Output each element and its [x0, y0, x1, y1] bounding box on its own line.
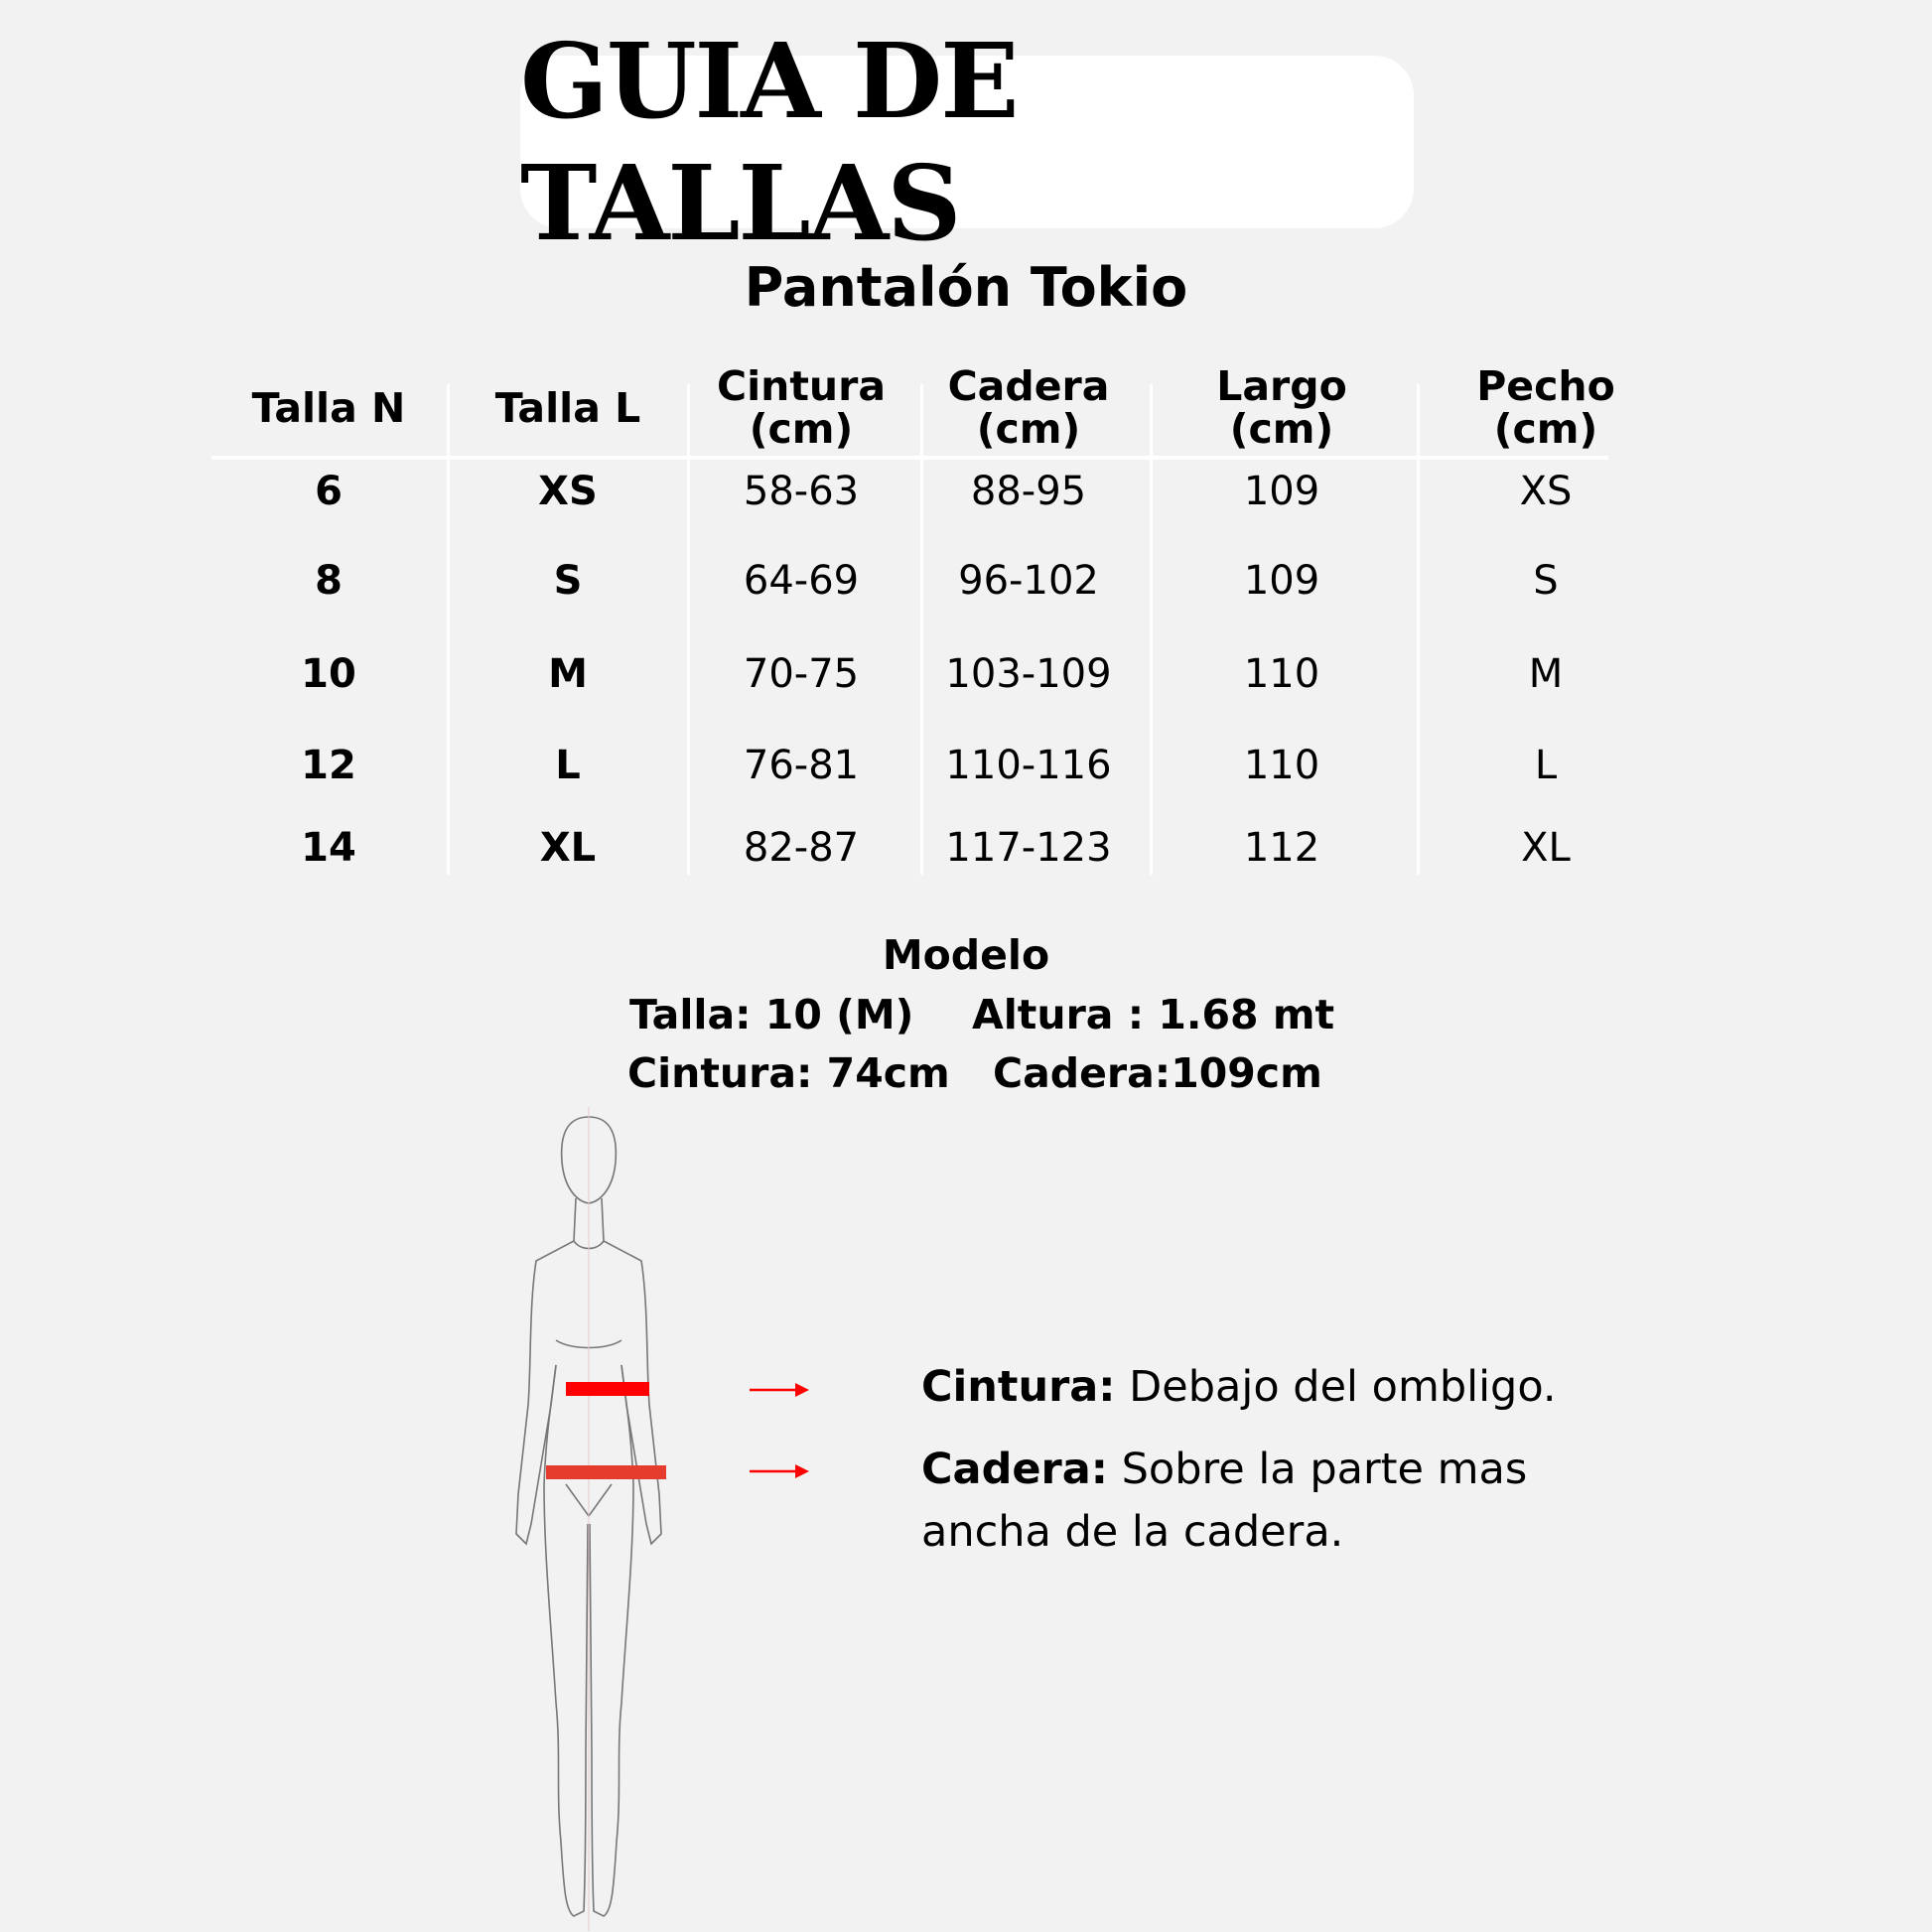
hip-description: Sobre la parte mas [1107, 1445, 1528, 1494]
cell-talla-n: 12 [301, 743, 356, 788]
cell-cintura: 64-69 [743, 558, 860, 604]
header-largo: Largo (cm) [1216, 365, 1347, 451]
cell-largo: 110 [1243, 743, 1320, 788]
cell-pecho: S [1533, 558, 1559, 604]
cell-talla-n: 10 [301, 651, 356, 697]
cell-cintura: 58-63 [743, 469, 860, 514]
header-talla-l: Talla L [495, 387, 641, 430]
hip-legend: Cadera: Sobre la parte mas [921, 1445, 1527, 1494]
waist-band-marker [566, 1382, 649, 1396]
header-cadera: Cadera (cm) [948, 365, 1110, 451]
header-unit: (cm) [1493, 405, 1598, 453]
header-label: Talla N [251, 384, 406, 432]
cell-cadera: 96-102 [958, 558, 1099, 604]
cell-cadera: 110-116 [945, 743, 1112, 788]
waist-description: Debajo del ombligo. [1115, 1362, 1557, 1412]
header-label: Cadera [947, 362, 1110, 410]
cell-largo: 112 [1243, 825, 1320, 871]
cell-talla-n: 8 [315, 558, 343, 604]
hip-description-line2: ancha de la cadera. [921, 1507, 1344, 1557]
cell-talla-l: S [553, 558, 583, 604]
header-divider [211, 456, 1608, 460]
header-label: Largo [1216, 362, 1347, 410]
cell-cintura: 82-87 [743, 825, 860, 871]
body-figure-illustration [515, 1107, 662, 1931]
header-label: Cintura [716, 362, 887, 410]
hip-band-marker [546, 1465, 666, 1479]
cell-pecho: XL [1521, 825, 1571, 871]
waist-label: Cintura: [921, 1362, 1116, 1412]
cell-largo: 109 [1243, 469, 1320, 514]
header-label: Talla L [494, 384, 641, 432]
header-label: Pecho [1476, 362, 1615, 410]
arrow-right-icon [750, 1464, 809, 1478]
header-pecho: Pecho (cm) [1476, 365, 1615, 451]
model-altura: Altura : 1.68 mt [972, 991, 1335, 1038]
cell-pecho: M [1528, 651, 1564, 697]
cell-talla-l: XS [538, 469, 598, 514]
model-heading: Modelo [882, 931, 1050, 979]
column-divider [447, 384, 450, 875]
cell-cadera: 103-109 [945, 651, 1112, 697]
header-unit: (cm) [749, 405, 854, 453]
model-talla: Talla: 10 (M) [629, 991, 914, 1038]
hip-label: Cadera: [921, 1445, 1108, 1494]
model-cadera: Cadera:109cm [993, 1049, 1322, 1097]
cell-talla-n: 14 [301, 825, 356, 871]
cell-cintura: 76-81 [743, 743, 860, 788]
column-divider [687, 384, 690, 875]
waist-legend: Cintura: Debajo del ombligo. [921, 1362, 1557, 1412]
column-divider [1417, 384, 1420, 875]
cell-cintura: 70-75 [743, 651, 860, 697]
cell-pecho: XS [1519, 469, 1573, 514]
cell-pecho: L [1534, 743, 1558, 788]
cell-talla-l: L [555, 743, 581, 788]
page-title: GUIA DE TALLAS [520, 20, 1020, 264]
cell-cadera: 117-123 [945, 825, 1112, 871]
title-box: GUIA DE TALLAS [520, 20, 1414, 264]
product-name: Pantalón Tokio [744, 256, 1188, 319]
cell-cadera: 88-95 [970, 469, 1087, 514]
cell-largo: 109 [1243, 558, 1320, 604]
cell-largo: 110 [1243, 651, 1320, 697]
model-cintura: Cintura: 74cm [627, 1049, 950, 1097]
header-unit: (cm) [1229, 405, 1334, 453]
header-unit: (cm) [976, 405, 1081, 453]
cell-talla-l: XL [539, 825, 597, 871]
column-divider [1150, 384, 1153, 875]
arrow-right-icon [750, 1383, 809, 1397]
header-talla-n: Talla N [252, 387, 406, 430]
cell-talla-n: 6 [315, 469, 343, 514]
cell-talla-l: M [548, 651, 588, 697]
header-cintura: Cintura (cm) [717, 365, 886, 451]
column-divider [920, 384, 923, 875]
